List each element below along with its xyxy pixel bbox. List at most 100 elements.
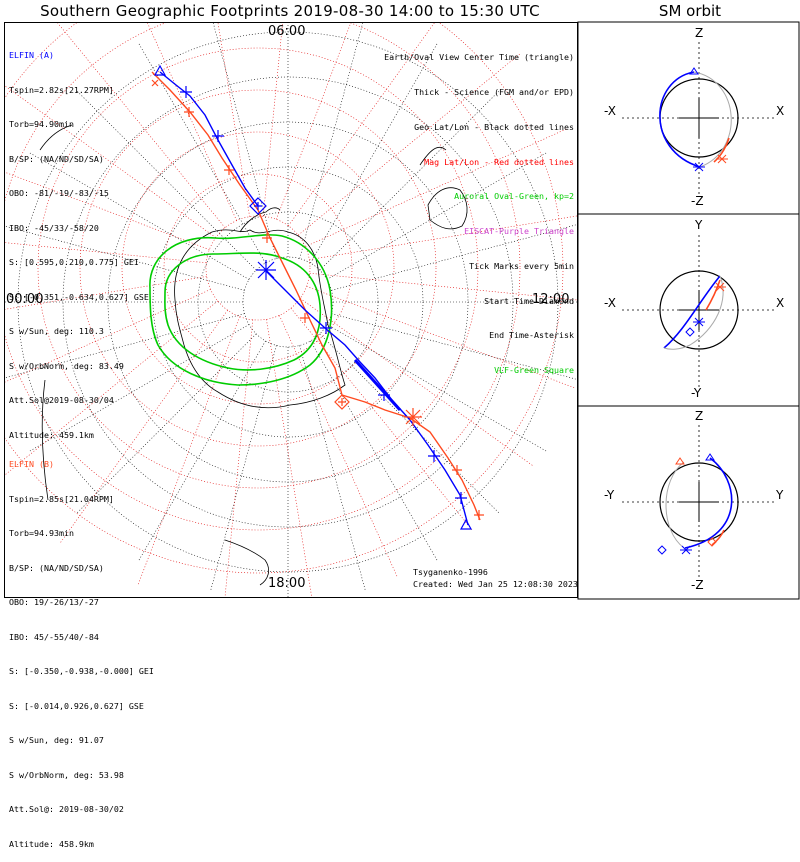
geo-meridian-line — [319, 89, 501, 271]
geo-meridian-line — [5, 313, 245, 379]
geo-meridian-line — [326, 324, 548, 453]
model-label: Tsyganenko-1996 — [413, 567, 488, 577]
sm1-left: -X — [604, 104, 616, 118]
elfin-a-line: Tspin=2.82s[21.27RPM] — [9, 84, 114, 95]
elfin-a-line: Att.Sol@2019-08-30/04 — [9, 395, 114, 405]
mag-meridian-line — [217, 23, 250, 217]
elfin-b-line: S w/OrbNorm, deg: 53.98 — [9, 769, 124, 780]
mag-meridian-line — [137, 316, 240, 587]
elfin-a-line: OBO: -81/-19/-83/-15 — [9, 188, 109, 198]
mag-meridian-line — [57, 23, 226, 228]
legend-item: Geo Lat/Lon - Black dotted lines — [414, 121, 574, 132]
elfin-b-line: S w/Sun, deg: 91.07 — [9, 735, 104, 745]
legend-item: Auroral Oval-Green, kp=2 — [454, 191, 574, 202]
sm-orbit-title: SM orbit — [658, 2, 722, 20]
mag-meridian-line — [309, 272, 577, 301]
mag-meridian-line — [5, 85, 216, 238]
sm2-top: Y — [695, 218, 703, 232]
mag-meridian-line — [5, 276, 207, 310]
footprint-map — [5, 21, 800, 600]
geo-meridian-line — [28, 324, 250, 453]
sm3-left: -Y — [604, 488, 615, 502]
elfin-a-line: IBO: -45/33/-58/20 — [9, 222, 99, 233]
elfin-b-end-asterisk — [404, 408, 422, 426]
sm-panel-yz-frame — [577, 405, 800, 600]
sm-orbit-yz — [622, 425, 776, 580]
geo-meridian-line — [319, 333, 501, 515]
legend-item: VLF-Green Square — [494, 365, 574, 376]
legend-item: Tick Marks every 5min — [469, 260, 574, 271]
elfin-b-line: Torb=94.93min — [9, 528, 74, 538]
legend-item: Earth/Oval View Center Time (triangle) — [384, 52, 574, 63]
elfin-a-label: ELFIN (A) — [9, 50, 54, 60]
elfin-b-line: IBO: 45/-55/40/-84 — [9, 631, 99, 642]
mag-meridian-line — [5, 289, 211, 383]
sm3-right: Y — [776, 488, 784, 502]
elfin-b-line: S: [-0.350,-0.938,-0.000] GEI — [9, 666, 154, 676]
created-label: Created: Wed Jan 25 12:08:30 2023 — [413, 579, 578, 589]
elfin-b-label: ELFIN (B) — [9, 459, 54, 469]
sm3-top: Z — [695, 409, 704, 423]
legend-item: Thick - Science (FGM and/or EPD) — [414, 86, 574, 97]
mag-meridian-line — [262, 23, 283, 217]
geo-meridian-line — [75, 89, 257, 271]
mag-meridian-line — [305, 127, 569, 247]
mag-meridian-line — [298, 52, 522, 236]
sm2-bottom: -Y — [691, 386, 702, 400]
elfin-b-start-diamond — [334, 394, 350, 410]
sm2-left: -X — [604, 296, 616, 310]
sm2-right: X — [776, 296, 785, 310]
elfin-a-start-diamond — [249, 197, 267, 215]
mag-meridian-line — [300, 298, 535, 467]
mag-grid — [5, 23, 564, 574]
sm1-right: X — [776, 104, 785, 118]
mag-meridian-line — [5, 171, 210, 250]
elfin-a-end-asterisk — [256, 260, 276, 280]
mlt-label-right: 12:00 — [532, 292, 570, 307]
geo-meridian-line — [299, 345, 366, 592]
elfin-a-line: S: [0.595,0.210,0.775] GEI — [9, 257, 139, 267]
geo-meridian-line — [75, 333, 257, 515]
mlt-label-bottom: 18:00 — [268, 576, 306, 591]
geo-meridian-line — [310, 340, 439, 562]
elfin-a-line: B/SP: (NA/ND/SD/SA) — [9, 153, 104, 164]
mlt-label-left: 00:00 — [6, 292, 44, 307]
legend-item: Start Time-Diamond — [484, 295, 574, 306]
elfin-a-info: ELFIN (A) Tspin=2.82s[21.27RPM] Torb=94.… — [9, 27, 149, 453]
geo-meridian-line — [137, 340, 266, 562]
sm1-bottom: -Z — [691, 194, 704, 208]
coastlines — [39, 124, 468, 586]
geo-meridian-line — [28, 151, 250, 280]
mag-meridian-line — [224, 319, 254, 597]
mag-meridian-line — [276, 23, 352, 220]
mag-meridian-line — [306, 286, 577, 389]
geo-meridian-line — [212, 23, 277, 259]
elfin-b-line: Att.Sol@: 2019-08-30/02 — [9, 804, 124, 814]
mag-meridian-line — [290, 308, 474, 532]
elfin-b-line: OBO: 19/-26/13/-27 — [9, 597, 99, 607]
legend: Earth/Oval View Center Time (triangle) T… — [384, 29, 574, 388]
elfin-b-markers — [151, 79, 484, 520]
geo-meridian-line — [210, 345, 277, 592]
mag-meridian-line — [288, 23, 435, 226]
sm1-top: Z — [695, 26, 704, 40]
sm3-bottom: -Z — [691, 578, 704, 592]
mag-meridian-line — [147, 23, 237, 221]
elfin-b-line: Altitude: 458.9km — [9, 838, 94, 849]
mag-meridian-line — [309, 215, 577, 260]
elfin-a-line: Altitude: 459.1km — [9, 429, 94, 440]
elfin-b-line: B/SP: (NA/ND/SD/SA) — [9, 562, 104, 573]
elfin-a-line: S w/OrbNorm, deg: 83.49 — [9, 360, 124, 371]
elfin-a-line: S: [-0.351,-0.634,0.627] GSE — [9, 291, 149, 302]
mag-meridian-line — [59, 310, 228, 545]
geo-meridian-line — [326, 151, 548, 280]
geo-meridian-line — [5, 225, 245, 291]
elfin-b-info: ELFIN (B) Tspin=2.85s[21.04RPM] Torb=94.… — [9, 436, 154, 862]
legend-item: End Time-Asterisk — [489, 330, 574, 341]
elfin-a-line: S w/Sun, deg: 110.3 — [9, 326, 104, 336]
plot-title: Southern Geographic Footprints 2019-08-3… — [40, 2, 540, 20]
mlt-label-top: 06:00 — [268, 24, 306, 39]
elfin-b-line: Tspin=2.85s[21.04RPM] — [9, 493, 114, 504]
legend-item: Mag Lat/Lon - Red dotted lines — [424, 156, 574, 167]
sm-orbit-xz — [622, 42, 776, 196]
